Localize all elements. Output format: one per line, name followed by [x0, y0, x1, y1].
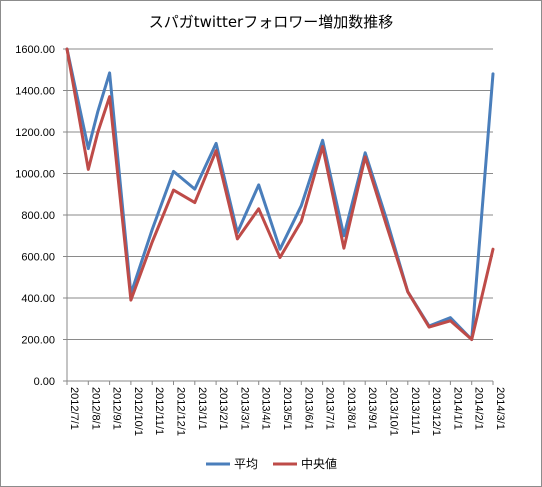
- x-tick-label: 2013/12/1: [430, 387, 442, 436]
- y-tick-label: 1400.00: [15, 86, 55, 98]
- x-tick-label: 2012/12/1: [175, 387, 187, 436]
- y-tick-label: 600.00: [21, 252, 55, 264]
- x-tick-label: 2014/2/1: [473, 387, 485, 430]
- y-tick-label: 800.00: [21, 210, 55, 222]
- x-axis-ticks: 2012/7/1 2012/8/1 2012/9/1 2012/10/1 2012/11…: [66, 381, 506, 436]
- y-tick-label: 0.00: [34, 376, 55, 388]
- x-tick-label: 2012/10/1: [132, 387, 144, 436]
- x-tick-label: 2013/10/1: [388, 387, 400, 436]
- y-tick-label: 1200.00: [15, 127, 55, 139]
- x-tick-label: 2013/4/1: [260, 387, 272, 430]
- x-tick-label: 2013/2/1: [217, 387, 229, 430]
- y-tick-label: 1000.00: [15, 169, 55, 181]
- series-line-median: [65, 47, 495, 341]
- legend: 平均 中央値: [206, 456, 337, 471]
- x-tick-label: 2013/5/1: [281, 387, 293, 430]
- x-tick-label: 2013/9/1: [366, 387, 378, 430]
- legend-label-median: 中央値: [301, 456, 337, 471]
- x-tick-label: 2013/6/1: [302, 387, 314, 430]
- x-tick-label: 2012/8/1: [89, 387, 101, 430]
- x-tick-label: 2013/3/1: [238, 387, 250, 430]
- x-tick-label: 2012/11/1: [153, 387, 165, 435]
- x-tick-label: 2014/1/1: [451, 387, 463, 430]
- y-tick-label: 400.00: [21, 293, 55, 305]
- legend-label-average: 平均: [234, 457, 258, 471]
- y-tick-label: 1600.00: [15, 44, 55, 56]
- x-tick-label: 2013/7/1: [324, 387, 336, 430]
- x-tick-label: 2012/9/1: [111, 387, 123, 430]
- x-tick-label: 2012/7/1: [68, 387, 80, 430]
- plot-series: [65, 47, 495, 341]
- y-axis-ticks: 0.00 200.00 400.00 600.00 800.00 1000.00 1200.…: [15, 44, 55, 388]
- gridlines: [63, 48, 493, 382]
- x-tick-label: 2013/8/1: [345, 387, 357, 430]
- x-tick-label: 2014/3/1: [494, 387, 506, 430]
- x-tick-label: 2013/1/1: [196, 387, 208, 430]
- chart-title: スパガtwitterフォロワー増加数推移: [149, 13, 393, 31]
- x-tick-label: 2013/11/1: [409, 387, 421, 435]
- y-tick-label: 200.00: [21, 335, 55, 347]
